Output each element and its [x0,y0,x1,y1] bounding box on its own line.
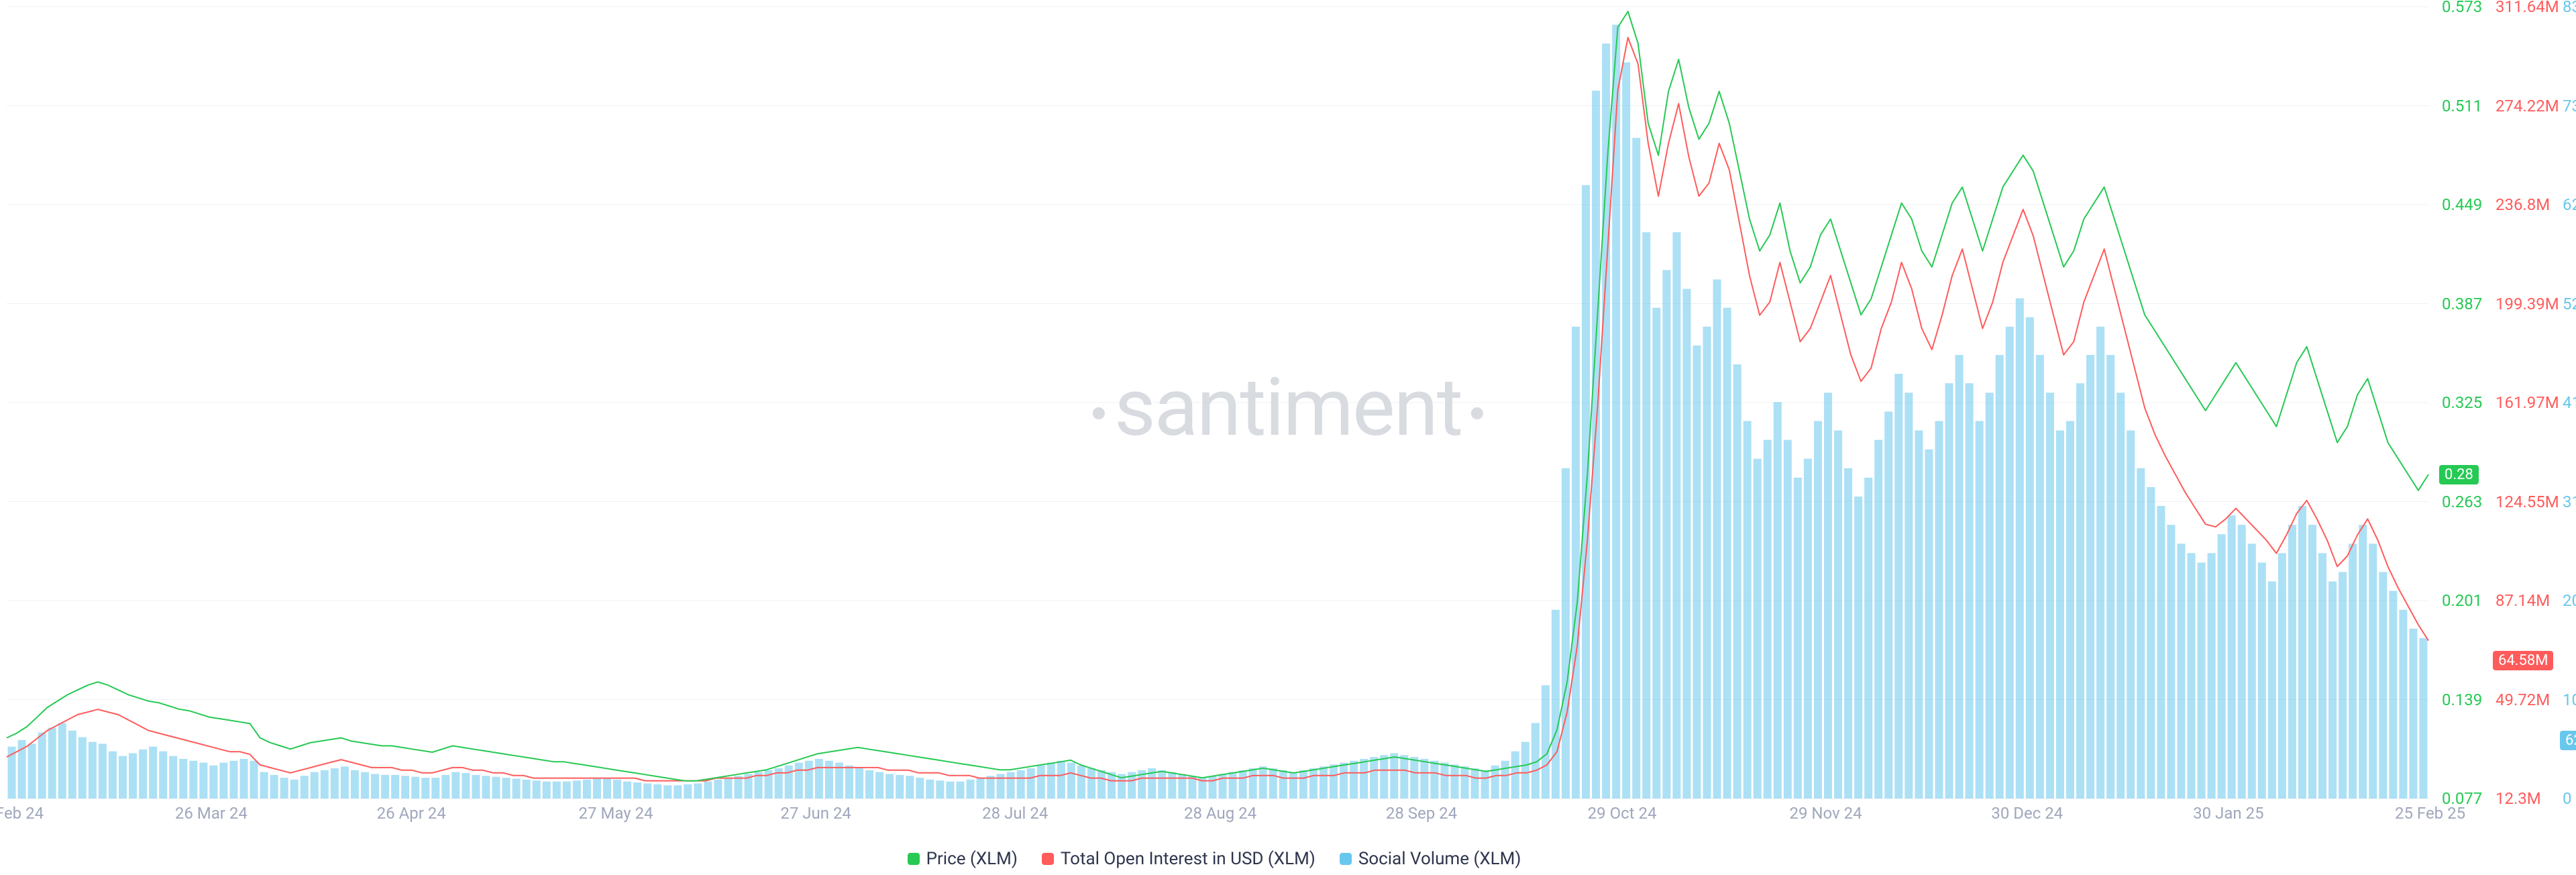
chart-container: santiment 0.0770.1390.2010.2630.3250.387… [0,0,2576,872]
y-axis-tick-label-price: 0.573 [2442,0,2482,16]
legend-swatch [1340,853,1352,865]
legend-item: Social Volume (XLM) [1340,849,1521,869]
y-axis-tick-label-oi: 12.3M [2496,789,2541,808]
y-axis-tick-label-price: 0.201 [2442,591,2482,610]
y-axis-tick-label-social: 104 [2563,690,2576,709]
y-axis-tick-label-social: 419 [2563,393,2576,412]
legend-item: Price (XLM) [908,849,1018,869]
y-axis-tick-label-social: 524 [2563,295,2576,313]
y-axis-tick-label-oi: 161.97M [2496,393,2559,412]
x-axis-tick-label: 28 Aug 24 [1184,804,1256,823]
current-value-badge-social: 62 [2560,731,2576,750]
x-axis-tick-label: 25 Feb 25 [2395,804,2465,823]
y-axis-tick-label-social: 314 [2563,493,2576,511]
chart-svg [0,0,2576,872]
y-axis-tick-label-price: 0.511 [2442,97,2482,115]
legend: Price (XLM) Total Open Interest in USD (X… [0,849,2428,870]
y-axis-tick-label-price: 0.325 [2442,393,2482,412]
y-axis-tick-label-price: 0.139 [2442,690,2482,709]
x-axis-tick-label: 29 Oct 24 [1588,804,1657,823]
legend-label: Total Open Interest in USD (XLM) [1061,849,1316,869]
x-axis-tick-label: 29 Nov 24 [1790,804,1862,823]
y-axis-tick-label-social: 629 [2563,195,2576,214]
legend-swatch [1042,853,1054,865]
current-value-badge-oi: 64.58M [2493,651,2553,670]
y-axis-tick-label-price: 0.387 [2442,295,2482,313]
y-axis-tick-label-oi: 199.39M [2496,295,2559,313]
y-axis-tick-label-price: 0.263 [2442,493,2482,511]
y-axis-tick-label-social: 839 [2563,0,2576,16]
y-axis-tick-label-oi: 124.55M [2496,493,2559,511]
legend-item: Total Open Interest in USD (XLM) [1042,849,1316,869]
y-axis-tick-label-oi: 49.72M [2496,690,2550,709]
x-axis-tick-label: 27 May 24 [579,804,653,823]
y-axis-tick-label-social: 209 [2563,591,2576,610]
legend-label: Social Volume (XLM) [1358,849,1521,869]
y-axis-tick-label-oi: 311.64M [2496,0,2559,16]
x-axis-tick-label: 24 Feb 24 [0,804,44,823]
legend-label: Price (XLM) [926,849,1018,869]
x-axis-tick-label: 27 Jun 24 [780,804,851,823]
x-axis-tick-label: 28 Sep 24 [1386,804,1457,823]
y-axis-tick-label-social: 0 [2563,789,2572,808]
y-axis-tick-label-oi: 236.8M [2496,195,2550,214]
x-axis-tick-label: 30 Dec 24 [1991,804,2063,823]
x-axis-tick-label: 30 Jan 25 [2193,804,2263,823]
x-axis-tick-label: 26 Apr 24 [377,804,446,823]
y-axis-tick-label-social: 734 [2563,97,2576,115]
y-axis-tick-label-price: 0.449 [2442,195,2482,214]
current-value-badge-price: 0.28 [2439,465,2479,484]
x-axis-tick-label: 26 Mar 24 [175,804,248,823]
x-axis-tick-label: 28 Jul 24 [982,804,1048,823]
y-axis-tick-label-oi: 274.22M [2496,97,2559,115]
y-axis-tick-label-oi: 87.14M [2496,591,2550,610]
legend-swatch [908,853,920,865]
